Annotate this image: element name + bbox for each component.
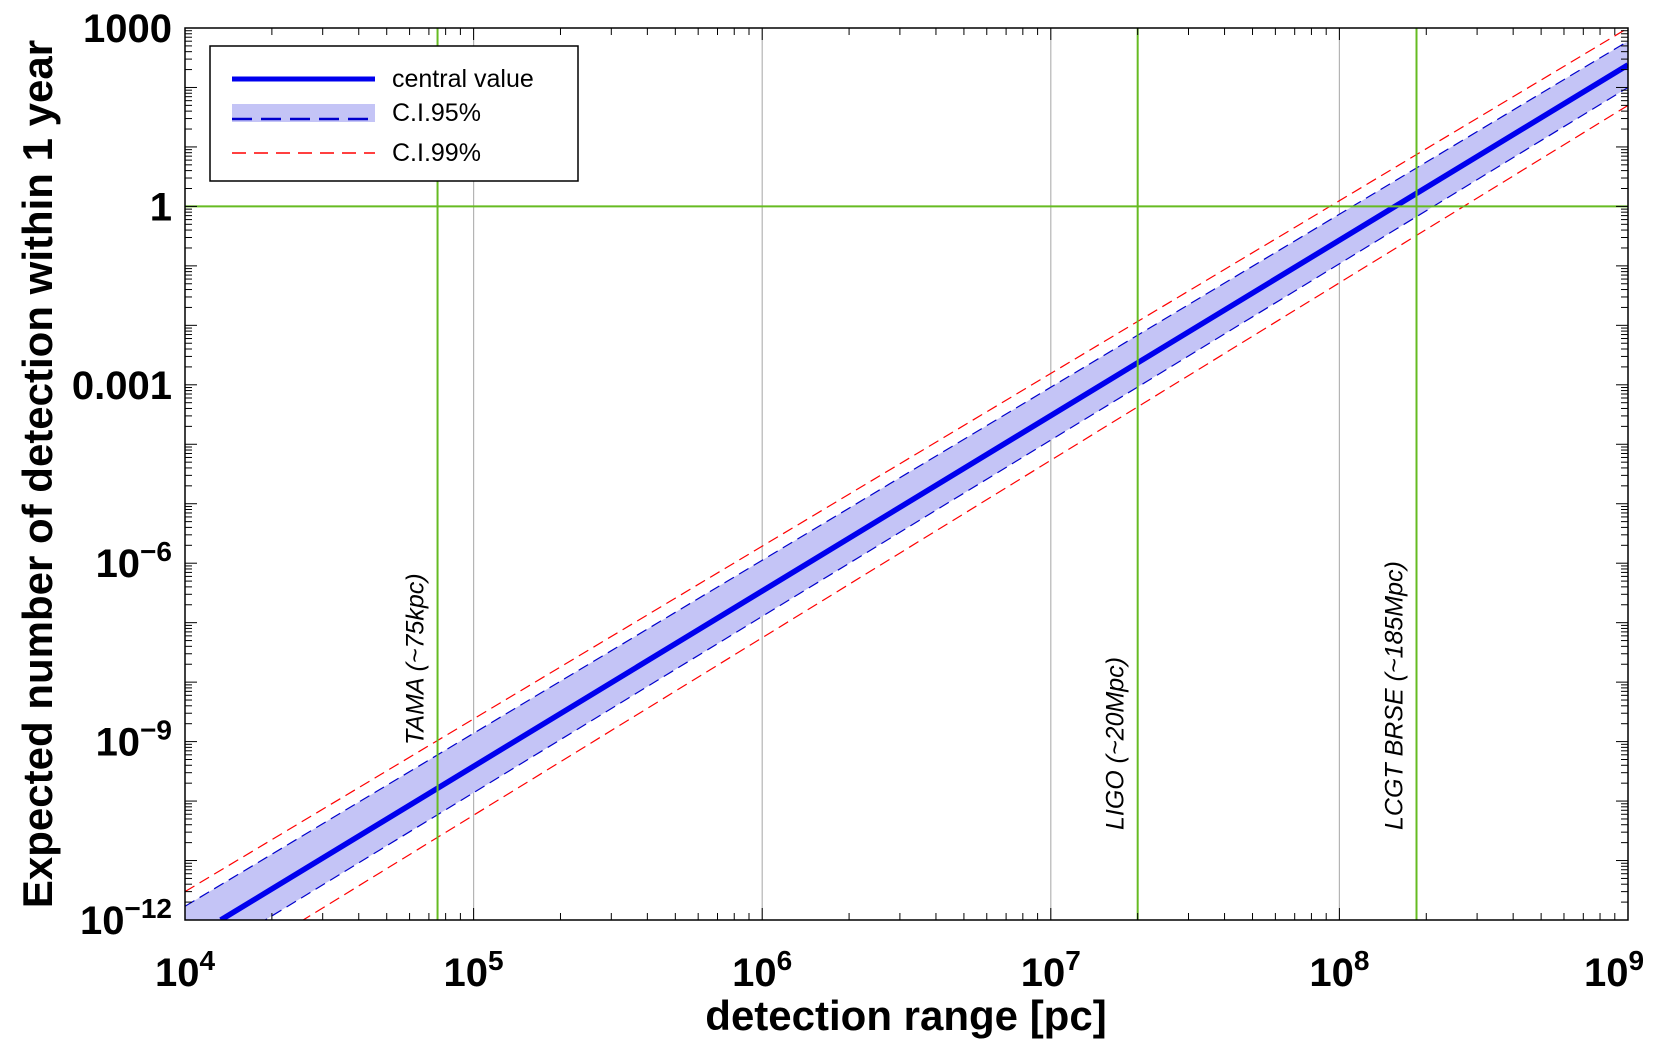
y-tick-label: 0.001 [72,364,172,408]
ci95-upper-line [185,40,1628,907]
x-tick-label: 109 [1584,945,1644,995]
reference-label: LCGT BRSE (~185Mpc) [1381,561,1409,830]
x-tick-labels: 104 105 106 107 108 109 [155,945,1644,995]
ci99-lower-line [302,104,1628,920]
x-tick-label: 107 [1021,945,1081,995]
y-tick-label: 10−9 [96,715,172,765]
axis-ticks [184,27,1629,921]
ci99-upper-line [185,28,1628,893]
y-tick-labels: 10−12 10−9 10−6 0.001 1 1000 [72,7,172,943]
plot-frame [184,27,1629,921]
y-tick-label: 1 [150,185,172,229]
legend-label-central: central value [392,65,534,93]
legend-label-ci99: C.I.99% [392,139,481,167]
x-axis-title: detection range [pc] [705,992,1106,1039]
reference-label: TAMA (~75kpc) [402,573,430,745]
y-tick-label: 10−6 [96,536,172,586]
x-tick-label: 106 [732,945,792,995]
legend-swatch-ci95-fill [232,104,375,122]
y-axis-title: Expected number of detection within 1 ye… [14,40,61,908]
legend-label-ci95: C.I.95% [392,99,481,127]
y-tick-label: 1000 [83,7,172,51]
ci95-lower-line [264,86,1628,920]
x-tick-label: 108 [1309,945,1369,995]
ci95-band [185,41,1628,920]
reference-label: LIGO (~20Mpc) [1102,657,1130,830]
x-tick-label: 104 [155,945,216,995]
y-tick-label: 10−12 [80,893,172,943]
reference-labels: TAMA (~75kpc) LIGO (~20Mpc) LCGT BRSE (~18… [402,561,1409,830]
legend: central value C.I.95% C.I.99% [209,45,579,182]
x-tick-label: 105 [444,945,504,995]
